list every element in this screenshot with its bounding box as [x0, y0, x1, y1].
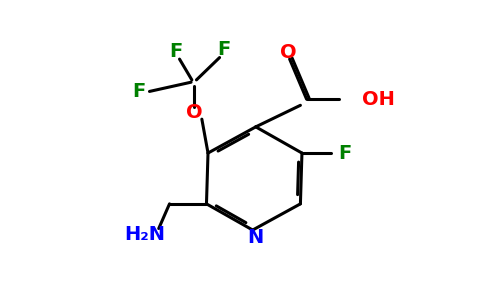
Text: F: F [338, 143, 352, 163]
Text: F: F [132, 82, 145, 101]
Text: F: F [169, 42, 182, 61]
Text: H₂N: H₂N [124, 225, 166, 244]
Text: F: F [217, 40, 230, 59]
Text: O: O [280, 44, 296, 62]
Text: N: N [247, 228, 263, 247]
Text: OH: OH [362, 90, 395, 109]
Text: O: O [186, 103, 202, 122]
